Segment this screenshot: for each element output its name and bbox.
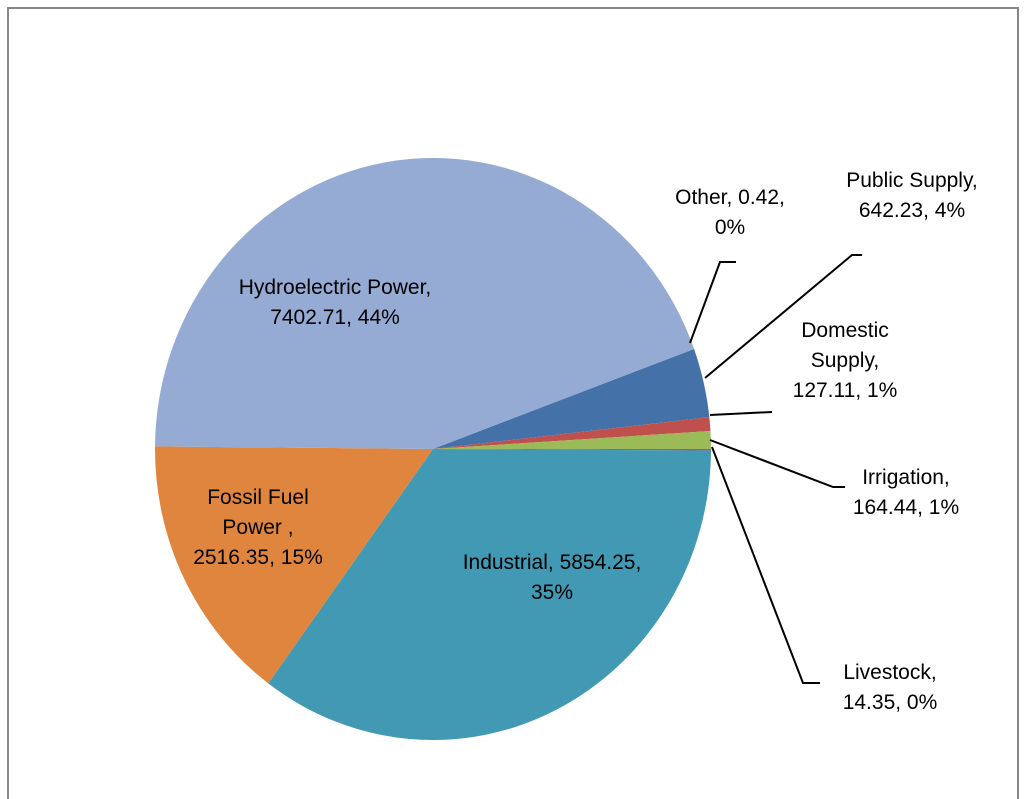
data-label: Hydroelectric Power, 7402.71, 44% (238, 276, 432, 329)
pie-slice (433, 348, 710, 449)
leader-line (709, 439, 845, 488)
chart-border (7, 7, 1019, 799)
data-label: Other, 0.42, 0% (675, 186, 785, 239)
data-label: Irrigation, 164.44, 1% (852, 466, 960, 519)
data-label: Public Supply, 642.23, 4% (846, 169, 978, 222)
pie-slice (433, 449, 711, 451)
data-label: Domestic Supply, 127.11, 1% (792, 319, 898, 402)
leader-line (704, 254, 862, 379)
leader-line (709, 411, 773, 416)
pie-slice (155, 157, 695, 449)
pie-slice (268, 449, 711, 741)
leader-line (689, 261, 736, 344)
pie-slice (433, 431, 711, 449)
pie-slice (155, 446, 433, 684)
data-label: Industrial, 5854.25, 35% (462, 551, 642, 604)
pie-slice (433, 417, 711, 449)
data-label: Livestock, 14.35, 0% (842, 661, 938, 714)
data-label: Fossil Fuel Power , 2516.35, 15% (193, 486, 323, 569)
leader-line (711, 446, 820, 684)
pie-slice (433, 348, 695, 449)
